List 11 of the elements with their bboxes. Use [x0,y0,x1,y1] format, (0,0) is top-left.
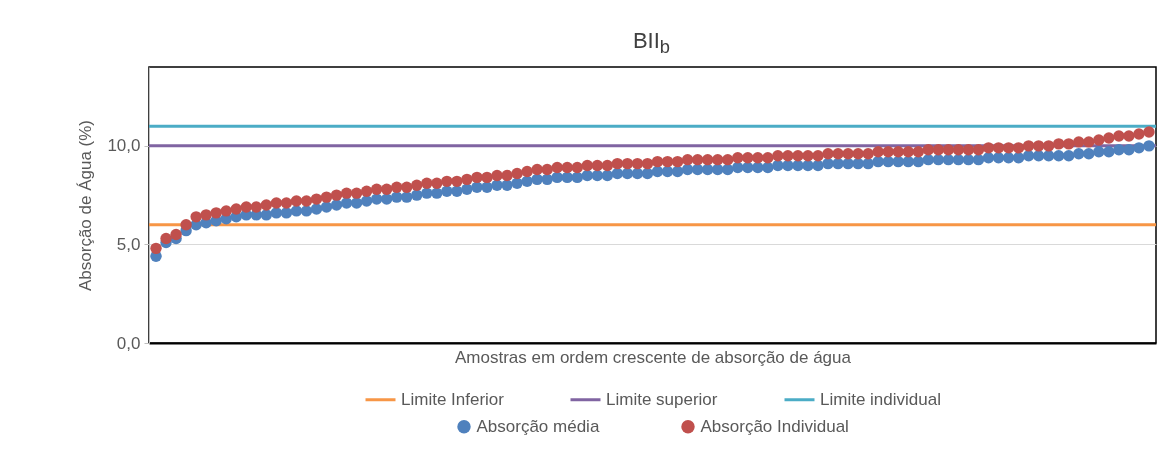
legend-label: Limite Inferior [401,389,505,409]
y-tick-label: 5,0 [116,234,141,254]
y-tick-label: 0,0 [116,333,141,353]
legend-label: Absorção média [476,416,600,436]
y-tick-label: 10,0 [107,136,141,156]
y-axis-title: Absorção de Água (%) [76,119,96,292]
x-axis-title: Amostras em ordem crescente de absorção de água [455,347,852,367]
legend-label: Limite individual [820,389,941,409]
legend-label: Limite superior [606,389,718,409]
chart-title: BII$_{b}$ [631,28,672,59]
legend-label: Absorção Individual [700,416,849,436]
